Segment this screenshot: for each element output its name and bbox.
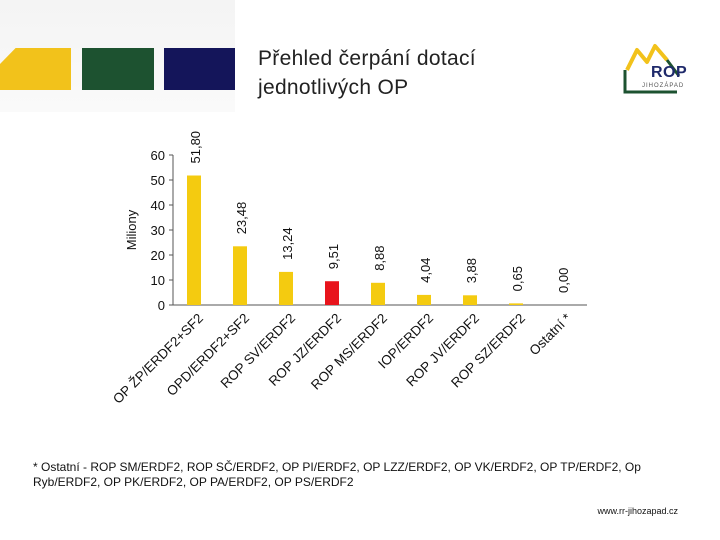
bar [417, 294, 431, 305]
bar [233, 246, 247, 305]
rop-logo-icon [623, 44, 681, 94]
navy-block [164, 48, 235, 90]
data-label: 9,51 [326, 244, 341, 269]
data-label: 13,24 [280, 227, 295, 260]
bar [509, 303, 523, 305]
bar [371, 282, 385, 305]
bar [325, 281, 339, 305]
y-tick-label: 20 [151, 248, 165, 263]
y-tick-label: 40 [151, 198, 165, 213]
footnote: * Ostatní - ROP SM/ERDF2, ROP SČ/ERDF2, … [33, 460, 641, 489]
bar [463, 295, 477, 305]
category-label: Ostatní * [526, 310, 574, 358]
logo-subtitle: JIHOZÁPAD [642, 83, 685, 89]
green-block [82, 48, 154, 90]
logo-name: ROP [651, 64, 688, 81]
y-tick-label: 30 [151, 223, 165, 238]
data-label: 4,04 [418, 258, 433, 283]
page-title: Přehled čerpání dotací jednotlivých OP [258, 47, 476, 99]
bar [279, 271, 293, 305]
category-label: OPD/ERDF2+SF2 [164, 311, 252, 399]
yellow-block [0, 48, 71, 90]
y-tick-label: 0 [158, 298, 165, 313]
data-label: 23,48 [234, 202, 249, 235]
data-label: 0,00 [556, 268, 571, 293]
website-url: www.rr-jihozapad.cz [597, 506, 678, 516]
data-label: 0,65 [510, 266, 525, 291]
data-label: 51,80 [188, 131, 203, 164]
y-tick-label: 10 [151, 273, 165, 288]
data-label: 3,88 [464, 258, 479, 283]
y-axis-label: Miliony [124, 209, 139, 250]
category-label: OP ŽP/ERDF2+SF2 [110, 311, 206, 407]
header-banner [0, 0, 235, 112]
data-label: 8,88 [372, 245, 387, 270]
y-tick-label: 60 [151, 148, 165, 163]
y-tick-label: 50 [151, 173, 165, 188]
bar [187, 175, 201, 305]
